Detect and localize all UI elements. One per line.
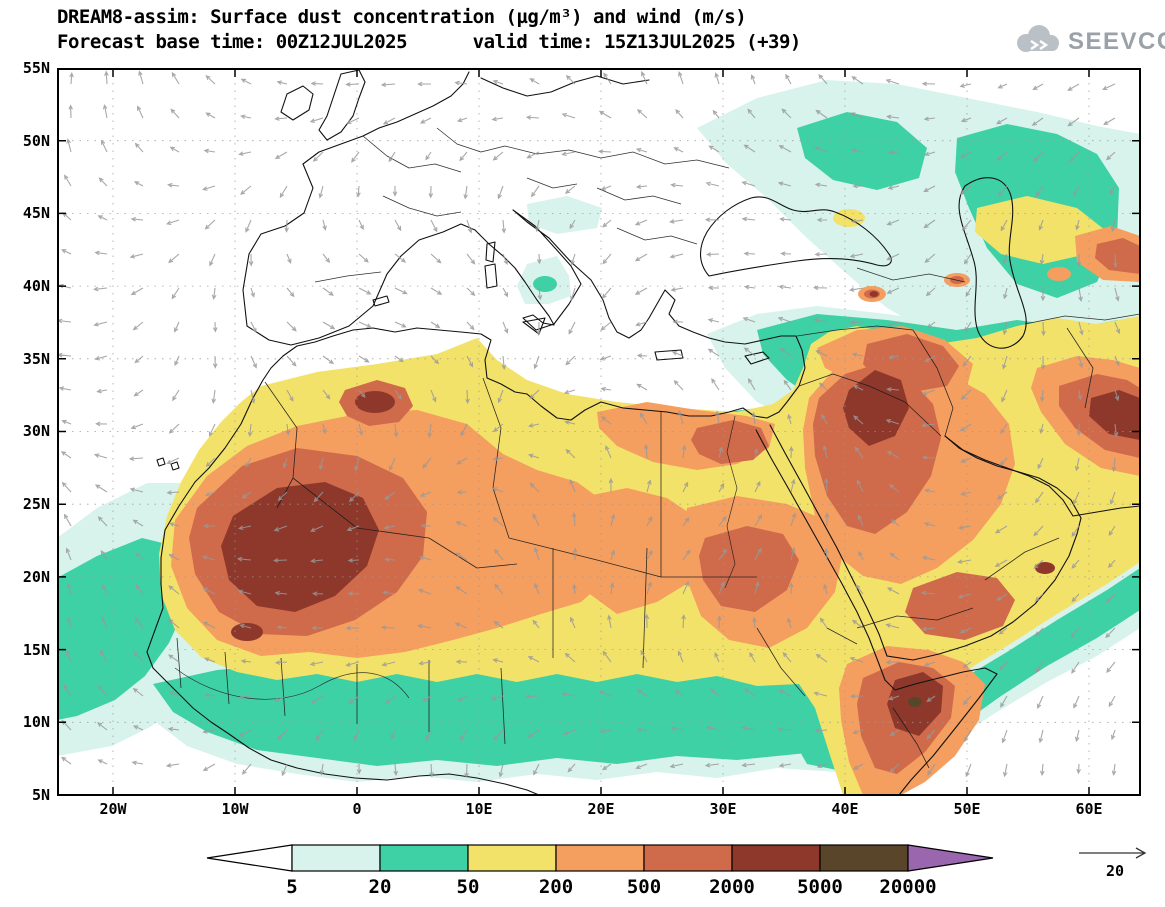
map-frame [57, 68, 1141, 796]
axis-ticks [57, 68, 1141, 796]
lat-label: 40N [22, 277, 50, 295]
wind-reference-label: 20 [1105, 862, 1125, 880]
chart-subtitle: Forecast base time: 00Z12JUL2025 valid t… [57, 31, 801, 53]
colorbar-label: 5000 [797, 876, 843, 898]
colorbar-cell [819, 844, 909, 872]
logo-text: SEEVCCC [1068, 28, 1165, 55]
colorbar [206, 844, 994, 872]
lat-label: 10N [22, 713, 50, 731]
chart-title: DREAM8-assim: Surface dust concentration… [57, 6, 747, 28]
colorbar-cell [643, 844, 733, 872]
colorbar-cell [379, 844, 469, 872]
lat-label: 50N [22, 132, 50, 150]
colorbar-label: 50 [456, 876, 480, 898]
dust-forecast-map [57, 68, 1141, 796]
lon-label: 20W [99, 800, 127, 818]
lat-label: 45N [22, 204, 50, 222]
rivers [174, 415, 738, 700]
coastlines [146, 69, 1141, 796]
colorbar-cell [467, 844, 557, 872]
seevccc-logo: SEEVCCC [1012, 20, 1165, 60]
colorbar-cell [291, 844, 381, 872]
lon-label: 10E [465, 800, 493, 818]
lon-label: 50E [953, 800, 981, 818]
colorbar-label: 200 [538, 876, 574, 898]
lat-label: 25N [22, 495, 50, 513]
lon-label: 10W [221, 800, 249, 818]
lon-label: 30E [709, 800, 737, 818]
colorbar-label: 20000 [879, 876, 937, 898]
colorbar-cell [555, 844, 645, 872]
cloud-icon [1017, 25, 1059, 52]
colorbar-over-arrow [907, 844, 994, 872]
colorbar-label: 2000 [709, 876, 755, 898]
lat-label: 55N [22, 59, 50, 77]
wind-vectors [57, 70, 1121, 779]
dust-layer-5000-20000 [908, 697, 922, 707]
colorbar-label: 500 [626, 876, 662, 898]
country-borders [176, 127, 1141, 769]
lon-label: 40E [831, 800, 859, 818]
lat-label: 5N [31, 786, 50, 804]
lat-label: 20N [22, 568, 50, 586]
colorbar-cell [731, 844, 821, 872]
colorbar-label: 5 [286, 876, 298, 898]
colorbar-under-arrow [206, 844, 293, 872]
wind-reference-arrow [1079, 847, 1147, 859]
colorbar-label: 20 [368, 876, 392, 898]
lon-label: 20E [587, 800, 615, 818]
lon-label: 0 [352, 800, 362, 818]
lat-label: 35N [22, 350, 50, 368]
lat-label: 15N [22, 641, 50, 659]
lat-label: 30N [22, 422, 50, 440]
lon-label: 60E [1075, 800, 1103, 818]
